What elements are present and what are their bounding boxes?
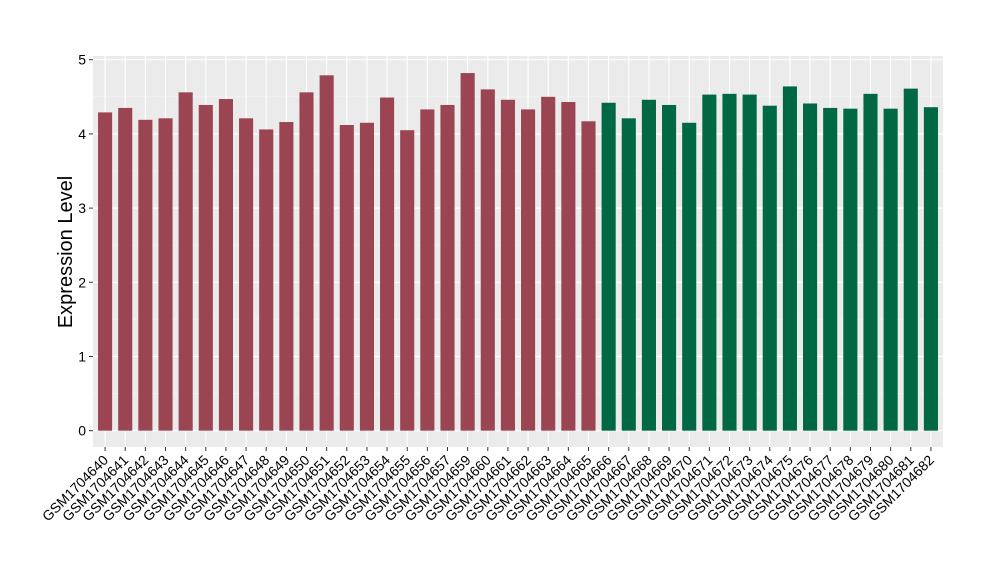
bar (279, 122, 294, 431)
bar (682, 122, 697, 431)
bar (359, 122, 374, 431)
bar (98, 112, 113, 431)
bar (218, 99, 233, 431)
bar (380, 97, 395, 431)
bar (762, 105, 777, 431)
bar (903, 88, 918, 431)
bar (561, 102, 576, 431)
bar (138, 119, 153, 431)
bar (722, 93, 737, 431)
bar (440, 104, 455, 431)
y-tick-label: 5 (78, 52, 86, 68)
bar (702, 94, 717, 431)
bar (581, 121, 596, 431)
bar (863, 93, 878, 431)
bar (420, 109, 435, 431)
bar (823, 107, 838, 431)
bar (118, 107, 133, 431)
bar (299, 92, 314, 431)
bar (480, 89, 495, 431)
y-axis-label: Expression Level (55, 176, 77, 328)
bar (259, 129, 274, 431)
bar (601, 102, 616, 431)
bar (621, 118, 636, 431)
bar (923, 107, 938, 431)
bar (198, 104, 213, 431)
bar (662, 104, 677, 431)
bar (460, 73, 475, 431)
y-tick-label: 0 (78, 423, 86, 439)
bars (98, 73, 938, 431)
bar (339, 125, 354, 431)
y-tick-label: 3 (78, 200, 86, 216)
bar (239, 118, 254, 431)
bar (742, 94, 757, 431)
bar (521, 109, 536, 431)
bar (158, 118, 173, 431)
bar (641, 99, 656, 431)
y-tick-label: 2 (78, 274, 86, 290)
plot-panel (93, 56, 943, 447)
axes: 012345GSM1704640GSM1704641GSM1704642GSM1… (39, 52, 937, 525)
bar (178, 92, 193, 431)
bar (803, 103, 818, 431)
y-tick-label: 4 (78, 126, 86, 142)
bar (843, 108, 858, 431)
bar (883, 108, 898, 431)
bar (541, 96, 556, 431)
bar (400, 130, 415, 431)
y-tick-label: 1 (78, 348, 86, 364)
bar (319, 75, 334, 431)
bar (782, 86, 797, 431)
bar (500, 99, 515, 431)
